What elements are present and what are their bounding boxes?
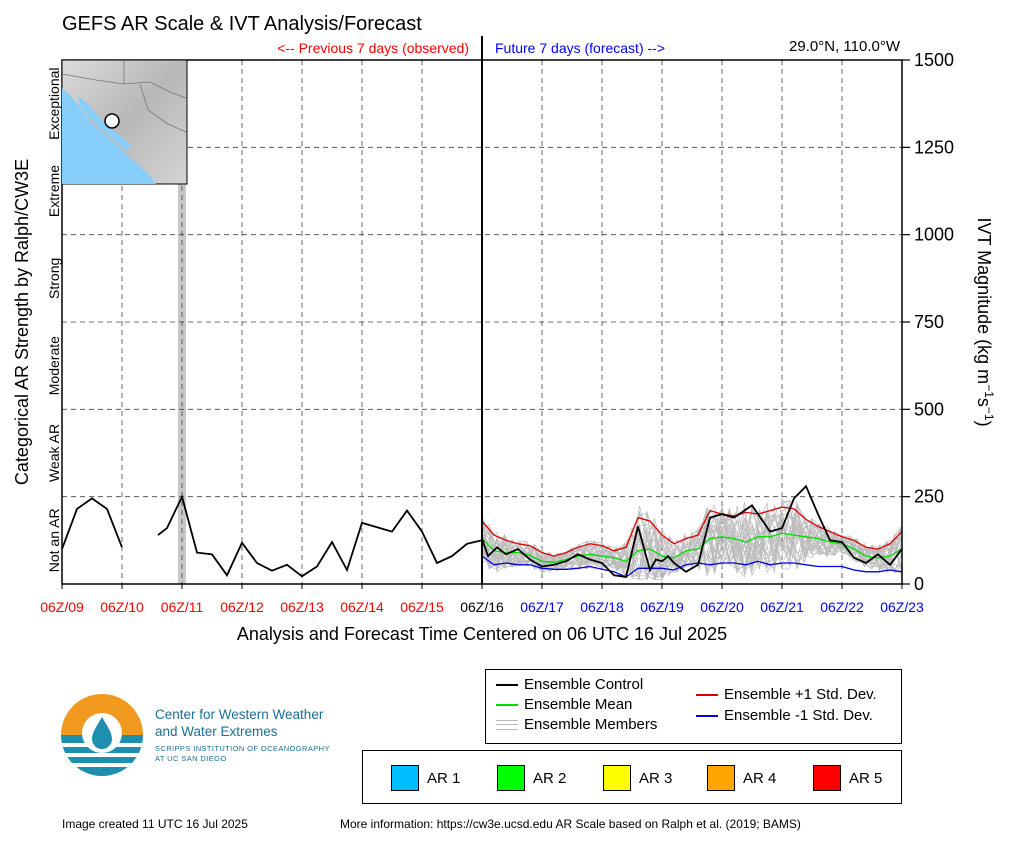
x-tick-label: 06Z/10 — [100, 599, 144, 615]
x-tick-label: 06Z/15 — [400, 599, 444, 615]
y-tick-label: 500 — [914, 399, 944, 419]
series-legend: Ensemble Control Ensemble Mean Ensemble … — [485, 669, 902, 744]
category-label: Exceptional — [46, 67, 62, 139]
logo-line-3: SCRIPPS INSTITUTION OF OCEANOGRAPHY — [155, 744, 330, 753]
ar-3-label: AR 3 — [639, 769, 673, 787]
x-tick-label: 06Z/13 — [280, 599, 324, 615]
ar-4-label: AR 4 — [743, 769, 777, 787]
location-marker-icon — [104, 113, 120, 129]
location-inset-map — [61, 59, 188, 185]
members-swatch — [496, 719, 518, 730]
x-tick-label: 06Z/18 — [580, 599, 624, 615]
legend-minus-std: Ensemble -1 Std. Dev. — [696, 707, 873, 724]
category-label: Weak AR — [46, 424, 62, 482]
category-label: Extreme — [46, 165, 62, 217]
x-tick-label: 06Z/22 — [820, 599, 864, 615]
ar-2-swatch — [497, 765, 525, 791]
ar-category-legend: AR 1 AR 2 AR 3 AR 4 AR 5 — [362, 750, 902, 804]
right-axis-label-end: ) — [974, 421, 994, 427]
right-axis-label-exp2: −1 — [982, 407, 996, 421]
observed-line — [157, 494, 483, 578]
logo-line-2: and Water Extremes — [155, 724, 278, 739]
legend-plus-std: Ensemble +1 Std. Dev. — [696, 686, 877, 703]
more-info-text: More information: https://cw3e.ucsd.edu … — [340, 817, 801, 831]
y-tick-label: 0 — [914, 574, 924, 594]
right-axis-label: IVT Magnitude (kg m−1s−1) — [974, 217, 996, 426]
inset-border-2 — [123, 60, 187, 133]
left-axis-label: Categorical AR Strength by Ralph/CW3E — [12, 159, 32, 485]
x-tick-label: 06Z/16 — [460, 599, 504, 615]
legend-minus-std-label: Ensemble -1 Std. Dev. — [724, 707, 873, 724]
ar-category-4: AR 4 — [707, 765, 776, 791]
x-tick-label: 06Z/17 — [520, 599, 564, 615]
previous-days-label: <-- Previous 7 days (observed) — [277, 40, 469, 56]
category-label: Moderate — [46, 336, 62, 395]
legend-plus-std-label: Ensemble +1 Std. Dev. — [724, 686, 877, 703]
chart-title: GEFS AR Scale & IVT Analysis/Forecast — [62, 13, 422, 35]
x-tick-label: 06Z/21 — [760, 599, 804, 615]
ar-category-3: AR 3 — [603, 765, 672, 791]
y-tick-label: 1250 — [914, 137, 954, 157]
future-days-label: Future 7 days (forecast) --> — [495, 40, 665, 56]
x-tick-label: 06Z/23 — [880, 599, 924, 615]
x-tick-label: 06Z/19 — [640, 599, 684, 615]
mean-swatch — [496, 703, 518, 706]
ar-category-1: AR 1 — [391, 765, 460, 791]
right-axis-label-mid: s — [974, 398, 994, 407]
right-axis-label-exp1: −1 — [982, 384, 996, 398]
y-tick-label: 750 — [914, 312, 944, 332]
legend-control-label: Ensemble Control — [524, 676, 644, 693]
inset-border — [61, 73, 187, 99]
y-tick-label: 250 — [914, 487, 944, 507]
control-swatch — [496, 683, 518, 686]
legend-mean: Ensemble Mean — [496, 696, 632, 713]
plus-std-swatch — [696, 693, 718, 696]
ar-3-swatch — [603, 765, 631, 791]
ar-category-2: AR 2 — [497, 765, 566, 791]
x-tick-label: 06Z/14 — [340, 599, 384, 615]
x-tick-label: 06Z/20 — [700, 599, 744, 615]
ar-5-swatch — [813, 765, 841, 791]
x-axis-label: Analysis and Forecast Time Centered on 0… — [237, 624, 727, 644]
minus-std-swatch — [696, 714, 718, 717]
ensemble-member-line — [481, 502, 903, 579]
x-tick-label: 06Z/12 — [220, 599, 264, 615]
ivt-chart: GEFS AR Scale & IVT Analysis/Forecast <-… — [12, 13, 996, 644]
logo-line-1: Center for Western Weather — [155, 707, 324, 722]
legend-members: Ensemble Members — [496, 716, 657, 733]
ar-5-label: AR 5 — [849, 769, 883, 787]
x-tick-label: 06Z/11 — [161, 599, 204, 615]
image-created-text: Image created 11 UTC 16 Jul 2025 — [62, 817, 248, 831]
cw3e-logo: Center for Western Weather and Water Ext… — [60, 693, 360, 783]
minus-std-line — [481, 555, 903, 578]
x-tick-label: 06Z/09 — [40, 599, 84, 615]
ar-category-5: AR 5 — [813, 765, 882, 791]
category-label: Not an AR — [46, 508, 62, 572]
ensemble-mean-line — [481, 532, 903, 563]
right-axis-label-main: IVT Magnitude (kg m — [974, 217, 994, 384]
inset-ocean — [62, 88, 156, 184]
ar-1-swatch — [391, 765, 419, 791]
legend-mean-label: Ensemble Mean — [524, 696, 633, 713]
ensemble-member-line — [481, 503, 903, 581]
category-label: Strong — [46, 258, 62, 299]
ar-2-label: AR 2 — [533, 769, 567, 787]
logo-line-4: AT UC SAN DIEGO — [155, 754, 227, 763]
y-tick-label: 1000 — [914, 225, 954, 245]
legend-control: Ensemble Control — [496, 676, 643, 693]
observed-line — [61, 497, 123, 550]
legend-members-label: Ensemble Members — [524, 716, 658, 733]
location-label: 29.0°N, 110.0°W — [789, 38, 901, 55]
y-tick-label: 1500 — [914, 50, 954, 70]
plus-std-line — [481, 506, 903, 557]
ar-4-swatch — [707, 765, 735, 791]
ar-1-label: AR 1 — [427, 769, 461, 787]
ensemble-control-line — [481, 484, 903, 579]
cw3e-logo-icon — [61, 694, 143, 776]
